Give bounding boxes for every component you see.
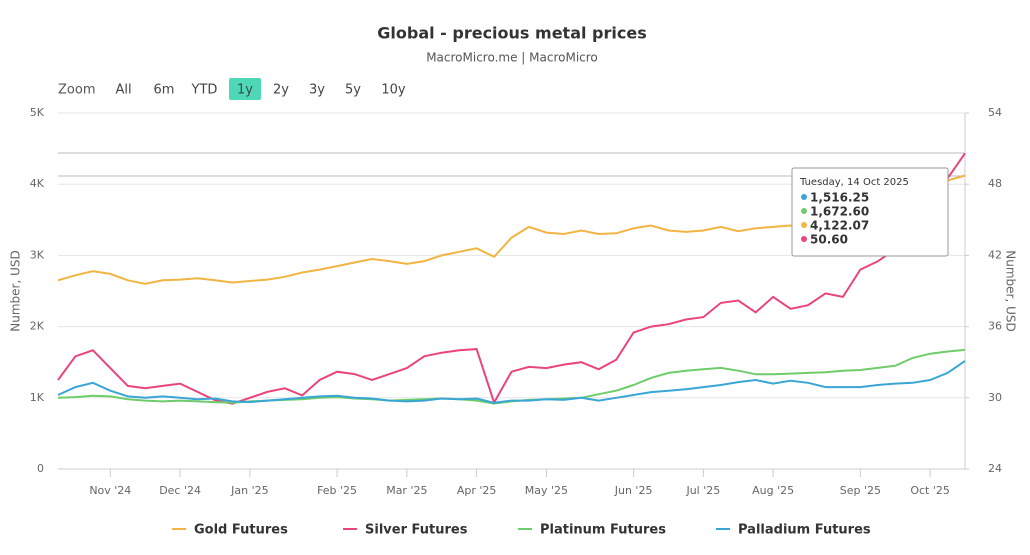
y2-tick-label: 54	[988, 106, 1002, 119]
zoom-button[interactable]: 6m	[154, 83, 175, 98]
y2-tick-label: 30	[988, 391, 1002, 404]
y-tick-label: 5K	[30, 106, 45, 119]
zoom-button[interactable]: 3y	[309, 83, 325, 98]
x-tick-label: May '25	[525, 484, 568, 497]
x-tick-label: Mar '25	[386, 484, 427, 497]
series-line	[57, 152, 966, 405]
y2-tick-label: 36	[988, 320, 1002, 333]
y-tick-label: 2K	[30, 320, 45, 333]
x-tick-label: Jun '25	[614, 484, 653, 497]
y-tick-label: 4K	[30, 177, 45, 190]
zoom-label: Zoom	[58, 83, 95, 98]
tooltip-value: 50.60	[810, 233, 848, 247]
chart-title: Global - precious metal prices	[377, 24, 646, 43]
chart-subtitle: MacroMicro.me | MacroMicro	[426, 51, 598, 65]
zoom-button[interactable]: YTD	[191, 83, 218, 98]
legend-label[interactable]: Platinum Futures	[540, 523, 666, 538]
tooltip-dot	[801, 222, 807, 228]
tooltip-box	[791, 167, 949, 257]
zoom-button[interactable]: 1y	[237, 83, 253, 98]
tooltip-value: 1,516.25	[810, 191, 869, 205]
y2-axis-title: Number, USD	[1004, 250, 1018, 331]
legend-label[interactable]: Silver Futures	[365, 523, 468, 538]
y-tick-label: 1K	[30, 391, 45, 404]
series-line	[57, 348, 966, 405]
zoom-button-bg	[229, 78, 261, 100]
x-tick-label: Oct '25	[910, 484, 950, 497]
tooltip-title: Tuesday, 14 Oct 2025	[799, 177, 909, 188]
tooltip-dot	[801, 236, 807, 242]
x-tick-label: Dec '24	[159, 484, 201, 497]
tooltip-dot	[801, 208, 807, 214]
legend-label[interactable]: Palladium Futures	[738, 523, 871, 538]
tooltip-dot	[801, 194, 807, 200]
x-tick-label: Jan '25	[230, 484, 268, 497]
tooltip-value: 1,672.60	[810, 205, 869, 219]
zoom-button[interactable]: 2y	[273, 83, 289, 98]
x-tick-label: Apr '25	[457, 484, 497, 497]
y-tick-label: 0	[37, 462, 44, 475]
zoom-button[interactable]: 10y	[381, 83, 406, 98]
x-tick-label: Jul '25	[685, 484, 720, 497]
zoom-button[interactable]: All	[115, 83, 131, 98]
series-line	[57, 360, 966, 404]
x-tick-label: Aug '25	[752, 484, 794, 497]
y2-tick-label: 42	[988, 248, 1002, 261]
y-tick-label: 3K	[30, 248, 45, 261]
zoom-button[interactable]: 5y	[345, 83, 361, 98]
y-axis-title: Number, USD	[9, 250, 23, 331]
x-tick-label: Nov '24	[89, 484, 131, 497]
tooltip-value: 4,122.07	[810, 219, 869, 233]
x-tick-label: Feb '25	[317, 484, 357, 497]
y2-tick-label: 48	[988, 177, 1002, 190]
y2-tick-label: 24	[988, 462, 1002, 475]
zoom-buttons: All 6m YTD 1y 2y 3y 5y 10y	[115, 78, 406, 100]
x-tick-label: Sep '25	[840, 484, 881, 497]
legend-label[interactable]: Gold Futures	[194, 523, 288, 538]
tooltip: Tuesday, 14 Oct 2025 1,516.251,672.604,12…	[791, 167, 949, 257]
